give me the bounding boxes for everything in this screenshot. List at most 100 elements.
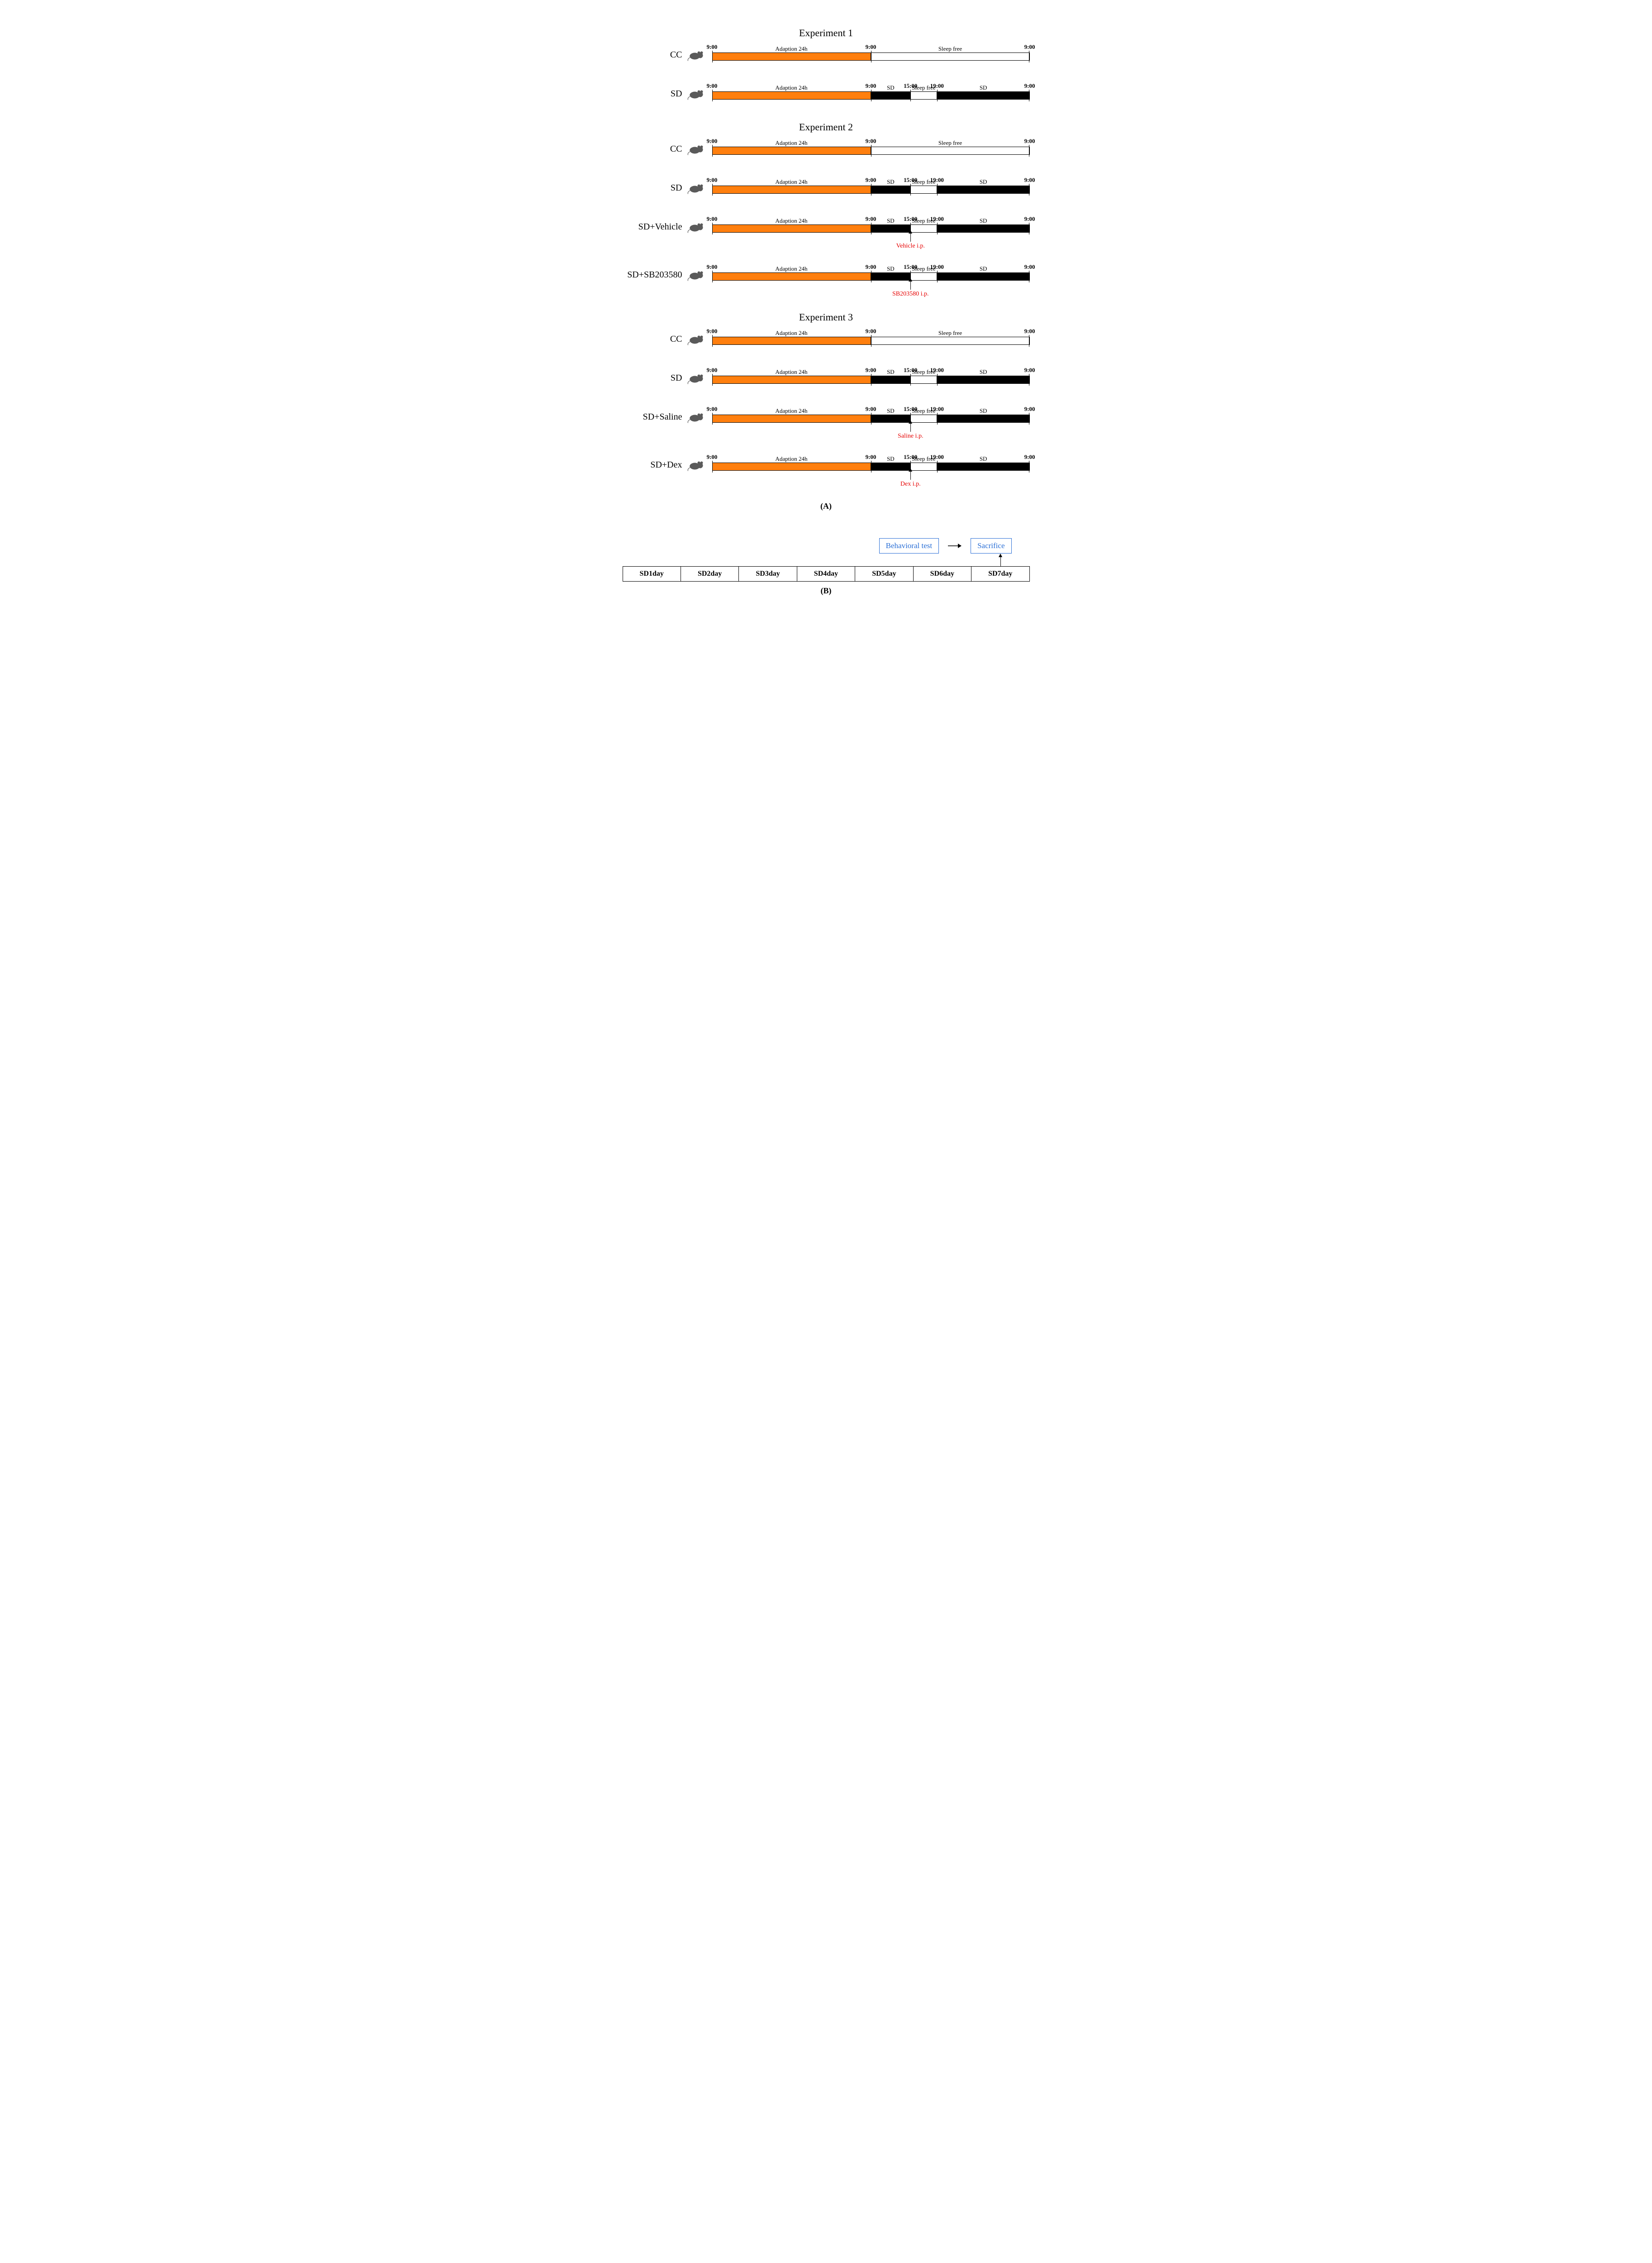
segment-label: Adaption 24h [775, 84, 807, 91]
mouse-icon [686, 87, 708, 100]
segment-label: Sleep free [912, 455, 935, 463]
tick-label: 9:00 [707, 263, 718, 271]
experiment-title: Experiment 1 [623, 27, 1030, 39]
sd-segment [871, 224, 911, 233]
sd-segment [871, 376, 911, 384]
tick-label: 9:00 [866, 177, 876, 184]
sleepfree-segment [910, 376, 937, 384]
tick [910, 374, 911, 386]
tick-label: 9:00 [866, 406, 876, 413]
uparrow-icon [1000, 556, 1001, 566]
segment-label: Adaption 24h [775, 217, 807, 224]
tick-label: 9:00 [707, 43, 718, 51]
mouse-icon [686, 220, 708, 234]
segment-label: Sleep free [912, 178, 935, 186]
adaption-segment [712, 463, 871, 471]
adaption-segment [712, 91, 871, 100]
sd-segment [937, 186, 1030, 194]
sd-segment [937, 224, 1030, 233]
segment-label: Sleep free [938, 329, 962, 337]
tick-label: 9:00 [866, 215, 876, 223]
tick [712, 413, 713, 425]
sleepfree-segment [910, 272, 937, 281]
adaption-segment [712, 272, 871, 281]
mouse-icon [686, 142, 708, 156]
tick-label: 9:00 [707, 215, 718, 223]
segment-label: SD [980, 265, 987, 272]
tick [712, 223, 713, 234]
day-cell: SD2day [681, 567, 739, 581]
figure-container: Experiment 1 CC 9:00 9:00 9:00 Adaption … [623, 27, 1030, 596]
mouse-icon [686, 181, 708, 195]
tick-label: 9:00 [866, 263, 876, 271]
tick [910, 184, 911, 196]
segment-label: Sleep free [938, 45, 962, 53]
tick [937, 374, 938, 386]
group-row: SD 9:00 9:00 15:00 19:00 9:00 Adaption 2… [623, 367, 1030, 389]
group-row: SD 9:00 9:00 15:00 19:00 9:00 Adaption 2… [623, 82, 1030, 105]
tick [712, 335, 713, 347]
timeline: 9:00 9:00 15:00 19:00 9:00 Adaption 24h … [712, 406, 1030, 428]
group-label: SD [623, 183, 686, 193]
segment-label: Adaption 24h [775, 45, 807, 53]
bar-row: 9:00 9:00 15:00 19:00 9:00 Adaption 24h … [712, 186, 1030, 194]
sd-segment [871, 463, 911, 471]
sd-segment [871, 415, 911, 423]
segment-label: SD [887, 265, 895, 272]
tick-label: 9:00 [1024, 138, 1035, 145]
segment-label: SD [980, 178, 987, 186]
tick [712, 271, 713, 282]
tick-label: 9:00 [707, 367, 718, 374]
panel-a: Experiment 1 CC 9:00 9:00 9:00 Adaption … [623, 27, 1030, 476]
timeline: 9:00 9:00 15:00 19:00 9:00 Adaption 24h … [712, 263, 1030, 286]
group-row: SD+Vehicle 9:00 9:00 15:00 19:00 9:00 Ad… [623, 215, 1030, 238]
group-row: SD+Saline 9:00 9:00 15:00 19:00 9:00 Ada… [623, 406, 1030, 428]
day-row: SD1daySD2daySD3daySD4daySD5daySD6daySD7d… [623, 566, 1030, 582]
sd-segment [937, 376, 1030, 384]
sd-segment [937, 415, 1030, 423]
tick-label: 9:00 [1024, 82, 1035, 90]
timeline: 9:00 9:00 15:00 19:00 9:00 Adaption 24h … [712, 367, 1030, 389]
timeline: 9:00 9:00 15:00 19:00 9:00 Adaption 24h … [712, 215, 1030, 238]
injection-arrow-icon [910, 423, 911, 432]
tick [937, 184, 938, 196]
tick-label: 9:00 [1024, 215, 1035, 223]
tick-label: 9:00 [866, 43, 876, 51]
injection-label: Vehicle i.p. [896, 243, 925, 250]
adaption-segment [712, 186, 871, 194]
sleepfree-segment [910, 224, 937, 233]
segment-label: Adaption 24h [775, 139, 807, 147]
sacrifice-box: Sacrifice [971, 538, 1011, 554]
tick-label: 9:00 [866, 454, 876, 461]
bar-row: 9:00 9:00 15:00 19:00 9:00 Adaption 24h … [712, 272, 1030, 281]
day-cell: SD5day [855, 567, 913, 581]
tick [937, 223, 938, 234]
injection-label: Saline i.p. [898, 433, 923, 440]
segment-label: Adaption 24h [775, 407, 807, 415]
segment-label: Adaption 24h [775, 329, 807, 337]
adaption-segment [712, 53, 871, 61]
segment-label: Sleep free [912, 407, 935, 415]
segment-label: Adaption 24h [775, 455, 807, 463]
day-cell: SD7day [971, 567, 1029, 581]
injection-arrow-icon [910, 233, 911, 242]
group-label: SD+SB203580 [623, 270, 686, 280]
mouse-icon [686, 371, 708, 385]
adaption-segment [712, 376, 871, 384]
arrow-right-icon [948, 538, 962, 554]
timeline: 9:00 9:00 15:00 19:00 9:00 Adaption 24h … [712, 454, 1030, 476]
group-row: CC 9:00 9:00 9:00 Adaption 24h Sleep fre… [623, 138, 1030, 160]
segment-label: SD [887, 407, 895, 415]
tick-label: 9:00 [707, 177, 718, 184]
group-label: CC [623, 334, 686, 344]
segment-label: Sleep free [938, 139, 962, 147]
sleepfree-segment [871, 337, 1030, 345]
segment-label: SD [887, 368, 895, 376]
mouse-icon [686, 268, 708, 282]
tick [712, 51, 713, 62]
group-label: SD [623, 373, 686, 383]
tick-label: 9:00 [1024, 43, 1035, 51]
bar-row: 9:00 9:00 15:00 19:00 9:00 Adaption 24h … [712, 415, 1030, 423]
segment-label: SD [980, 407, 987, 415]
tick [712, 184, 713, 196]
